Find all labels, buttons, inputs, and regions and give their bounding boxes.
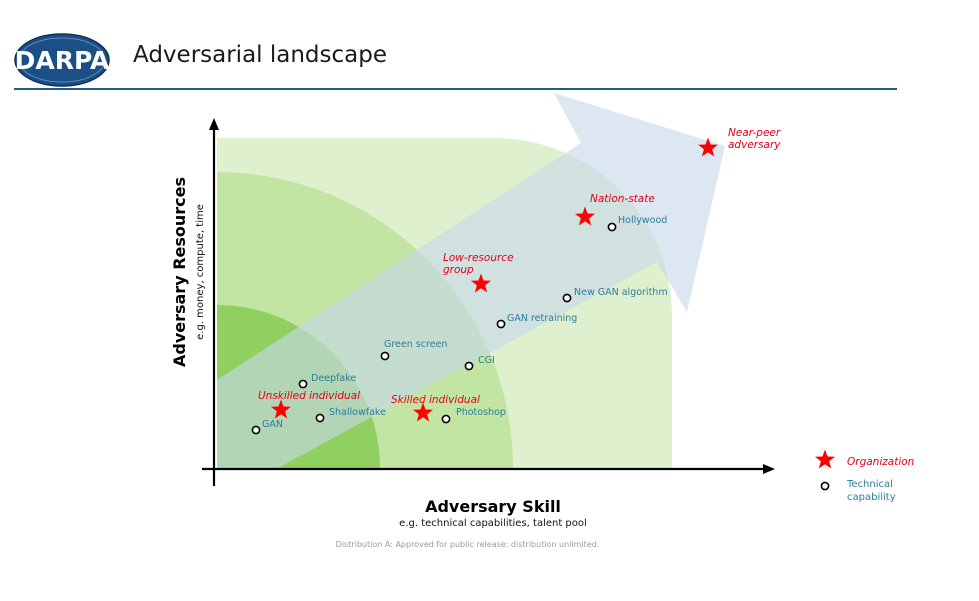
legend-capability-label: Technical	[846, 479, 893, 490]
legend-organization-label: Organization	[847, 456, 914, 468]
x-axis-subtitle: e.g. technical capabilities, talent pool	[399, 518, 587, 529]
capability-marker-hollywood	[607, 222, 617, 232]
organization-star-nearpeer	[698, 137, 718, 157]
logo-text: DARPA	[15, 46, 110, 75]
legend: Organization Technical capability	[815, 449, 914, 503]
progression-arrow	[217, 93, 725, 468]
darpa-logo: DARPA	[14, 33, 110, 87]
y-axis-arrowhead	[209, 118, 219, 130]
capability-label-photoshop: Photoshop	[456, 407, 506, 418]
darpa-logo-graphic: DARPA	[14, 33, 110, 87]
capability-label-gan: GAN	[262, 419, 283, 430]
capability-label-shallowfake: Shallowfake	[329, 407, 386, 418]
capability-label-ganretrain: GAN retraining	[507, 313, 577, 324]
organization-star-lowres	[471, 273, 491, 293]
capability-label-deepfake: Deepfake	[311, 373, 356, 384]
capability-label-greenscreen: Green screen	[384, 339, 447, 350]
capability-marker-deepfake	[298, 379, 308, 389]
y-axis-title: Adversary Resources	[170, 177, 189, 367]
organization-label-lowres: group	[443, 264, 474, 276]
capability-label-hollywood: Hollywood	[618, 215, 667, 226]
organization-star-skilled	[413, 402, 433, 422]
x-axis-arrowhead	[763, 464, 775, 474]
diagram-marks: GAN Deepfake Shallowfake Green screen CGI Pho…	[251, 127, 781, 435]
capability-marker-cgi	[464, 361, 474, 371]
organization-star-nation	[575, 206, 595, 226]
capability-label-cgi: CGI	[478, 355, 495, 366]
y-axis-subtitle: e.g. money, compute, time	[195, 204, 206, 340]
legend-capability-label: capability	[847, 492, 896, 503]
capability-marker-ganretrain	[496, 319, 506, 329]
capability-marker-greenscreen	[380, 351, 390, 361]
capability-marker-shallowfake	[315, 413, 325, 423]
organization-label-lowres: Low-resource	[443, 252, 514, 264]
title-underline	[14, 88, 897, 90]
organization-label-nearpeer: Near-peer	[728, 127, 781, 139]
distribution-footer: Distribution A: Approved for public rele…	[335, 540, 600, 549]
organization-star-unskilled	[271, 399, 291, 419]
page-title: Adversarial landscape	[133, 42, 387, 68]
organization-label-skilled: Skilled individual	[391, 394, 480, 406]
capability-marker-newgan	[562, 293, 572, 303]
legend-organization-star	[815, 449, 835, 469]
organization-label-unskilled: Unskilled individual	[258, 390, 360, 402]
organization-label-nearpeer: adversary	[728, 139, 781, 151]
organization-label-nation: Nation-state	[590, 193, 655, 205]
x-axis-title: Adversary Skill	[425, 497, 561, 516]
capability-label-newgan: New GAN algorithm	[574, 287, 668, 298]
capability-marker-gan	[251, 425, 261, 435]
legend-capability-marker	[820, 481, 830, 491]
capability-marker-photoshop	[441, 414, 451, 424]
